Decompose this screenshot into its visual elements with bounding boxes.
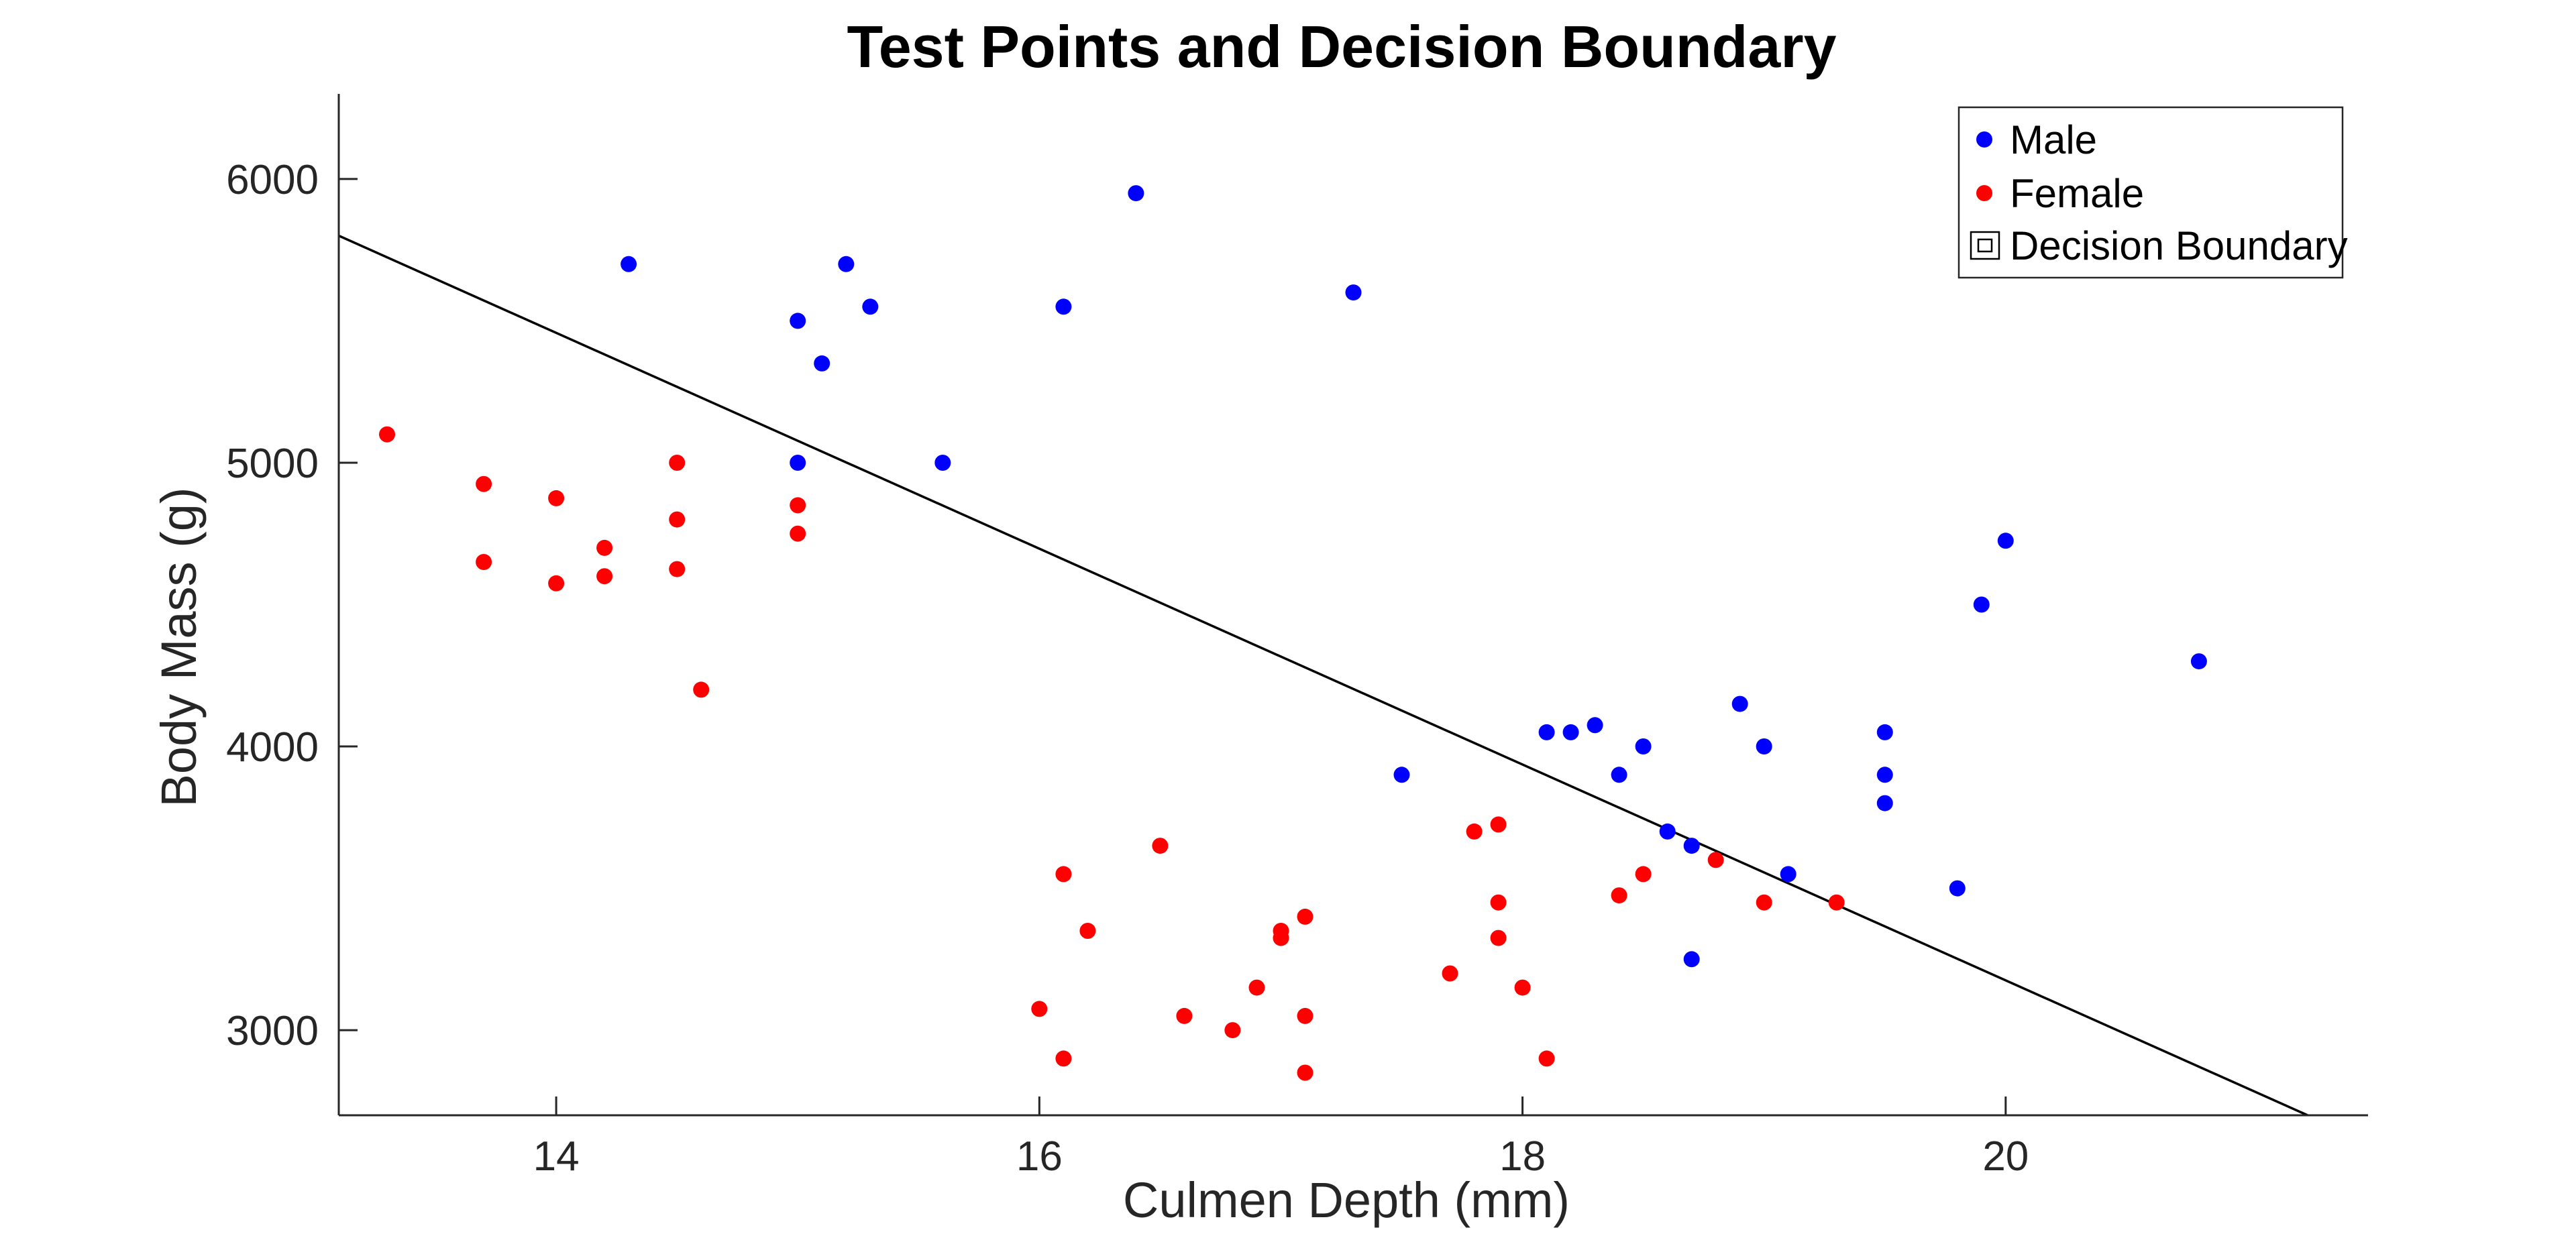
y-axis-ticks: 3000 4000 5000 6000	[226, 157, 358, 1054]
female-point	[1248, 979, 1265, 996]
male-point	[1055, 298, 1072, 315]
series-female	[379, 426, 1845, 1081]
female-point	[1055, 866, 1072, 883]
female-point	[1297, 1007, 1313, 1024]
y-tick-label: 6000	[226, 157, 319, 203]
y-axis-label: Body Mass (g)	[151, 487, 207, 807]
female-point	[1490, 894, 1507, 911]
female-point	[548, 490, 565, 506]
male-point	[1635, 738, 1652, 754]
female-point	[476, 475, 492, 492]
legend-line-swatch	[1970, 231, 2000, 260]
female-point	[1297, 1064, 1313, 1081]
female-point	[1466, 823, 1483, 840]
x-tick-label: 14	[533, 1133, 580, 1180]
male-point	[1876, 724, 1893, 740]
female-point	[1828, 894, 1845, 911]
female-point	[1055, 1050, 1072, 1067]
legend-entry-female: Female	[2010, 171, 2144, 216]
male-point	[1973, 596, 1990, 613]
male-point	[1587, 717, 1603, 734]
x-tick-label: 20	[1982, 1133, 2029, 1180]
male-point	[934, 455, 951, 471]
male-point	[1949, 880, 1966, 897]
legend-female-marker	[1976, 185, 1992, 201]
female-point	[1611, 887, 1627, 904]
male-point	[1876, 795, 1893, 811]
male-point	[1876, 767, 1893, 783]
male-point	[1780, 866, 1796, 883]
male-point	[1683, 951, 1700, 968]
axes	[337, 94, 2368, 1117]
female-point	[548, 575, 565, 592]
male-point	[1393, 767, 1410, 783]
male-point	[1128, 185, 1144, 202]
female-point	[669, 511, 686, 528]
series-male	[621, 185, 2207, 968]
male-point	[1756, 738, 1772, 754]
legend-entry-decision-boundary: Decision Boundary	[2010, 223, 2348, 268]
female-point	[1176, 1007, 1193, 1024]
female-point	[1031, 1001, 1048, 1017]
male-point	[790, 313, 806, 329]
male-point	[814, 355, 830, 372]
male-point	[2190, 653, 2207, 670]
female-point	[596, 539, 613, 556]
female-point	[596, 568, 613, 585]
y-tick-label: 3000	[226, 1008, 319, 1054]
male-point	[1562, 724, 1579, 740]
decision-boundary-line	[339, 234, 2308, 1115]
female-point	[1490, 816, 1507, 833]
female-point	[693, 681, 710, 698]
female-point	[1224, 1022, 1241, 1039]
male-point	[1345, 284, 1362, 301]
male-point	[1731, 695, 1748, 712]
female-point	[790, 525, 806, 542]
legend-box	[1957, 106, 2344, 279]
female-point	[1297, 908, 1313, 925]
legend-line-swatch-inner	[1977, 238, 1993, 253]
female-point	[1273, 930, 1289, 946]
female-point	[790, 497, 806, 514]
female-point	[1490, 930, 1507, 946]
male-point	[1538, 724, 1555, 740]
female-point	[1079, 923, 1096, 939]
female-point	[1538, 1050, 1555, 1067]
male-point	[862, 298, 879, 315]
female-point	[1514, 979, 1531, 996]
female-point	[379, 426, 395, 443]
plot-area: 14 16 18 20 3000 4000 5000 6000	[226, 94, 2368, 1180]
female-point	[1152, 838, 1169, 854]
data-points-layer	[379, 185, 2207, 1081]
y-tick-label: 5000	[226, 441, 319, 487]
x-axis-label: Culmen Depth (mm)	[1123, 1172, 1570, 1228]
x-tick-label: 16	[1016, 1133, 1063, 1180]
y-tick-label: 4000	[226, 724, 319, 771]
female-point	[1756, 894, 1772, 911]
decision-boundary-layer	[339, 234, 2308, 1115]
female-point	[476, 554, 492, 570]
male-point	[838, 256, 855, 272]
male-point	[790, 455, 806, 471]
female-point	[1635, 866, 1652, 883]
male-point	[621, 256, 637, 272]
x-axis-ticks: 14 16 18 20	[533, 1096, 2029, 1180]
female-point	[1707, 852, 1724, 868]
legend-entry-male: Male	[2010, 117, 2097, 162]
legend-male-marker	[1976, 131, 1992, 148]
x-tick-label: 18	[1499, 1133, 1546, 1180]
female-point	[1442, 965, 1458, 982]
male-point	[1611, 767, 1627, 783]
male-point	[1659, 823, 1676, 840]
legend: Male Female Decision Boundary	[1957, 106, 2348, 279]
male-point	[1997, 532, 2014, 549]
chart-title: Test Points and Decision Boundary	[847, 13, 1836, 80]
female-point	[669, 561, 686, 577]
female-point	[669, 455, 686, 471]
male-point	[1683, 838, 1700, 854]
